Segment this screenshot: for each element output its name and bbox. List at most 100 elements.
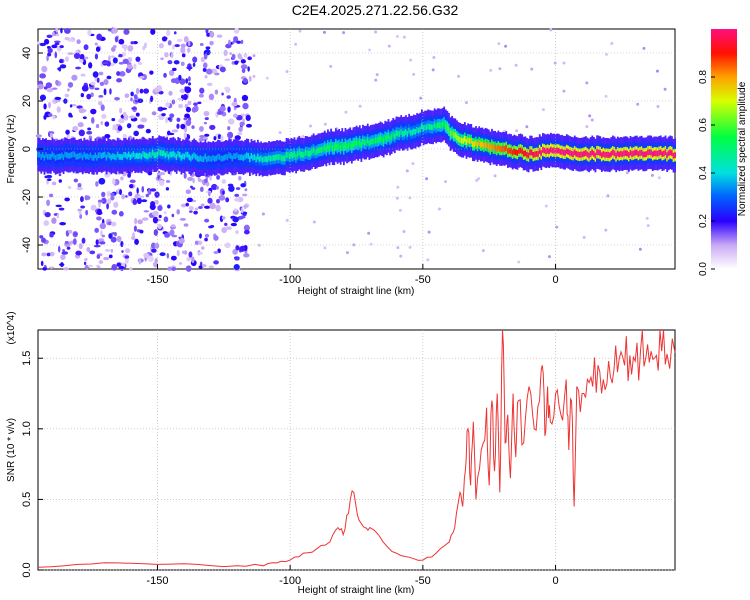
spectrogram-noise-cell [457, 74, 461, 78]
spectrogram-ridge-cell [444, 123, 447, 130]
spectrogram-noise-cell [128, 267, 133, 271]
spectrogram-ridge-cell [615, 152, 618, 159]
spectrogram-ridge-cell [647, 149, 649, 156]
spectrogram-noise-cell [142, 217, 149, 221]
spectrogram-ridge-cell [494, 144, 497, 151]
spectrogram-noise-cell [43, 220, 50, 226]
snr-series-line [37, 329, 676, 568]
spectrogram-ridge-cell [634, 149, 637, 156]
spectrogram-noise-cell [208, 191, 211, 197]
spectrogram-ridge-cell [543, 147, 546, 154]
spectrogram-ridge-cell [239, 154, 242, 161]
spectrogram-ridge-cell [247, 152, 250, 159]
spectrogram-noise-cell [170, 255, 177, 261]
spectrogram-noise-cell [187, 100, 192, 106]
spectrogram-ridge-cell [320, 146, 323, 153]
spectrogram-noise-cell [188, 205, 194, 211]
spectrogram-ridge-cell [384, 134, 387, 141]
spectrogram-ridge-cell [344, 141, 347, 148]
spectrogram-ridge-cell [207, 155, 210, 162]
spectrogram-ridge-cell [198, 156, 200, 163]
spectrogram-noise-cell [180, 123, 186, 130]
spectrogram-noise-cell [241, 207, 244, 214]
spectrogram-ridge-cell [221, 155, 224, 162]
spectrogram-noise-cell [185, 106, 191, 113]
spectrogram-noise-cell [210, 225, 215, 228]
spectrogram-noise-cell [176, 209, 180, 215]
spectrogram-noise-cell [60, 27, 63, 34]
spectrogram-noise-cell [104, 249, 111, 252]
spectrogram-ridge-cell [470, 137, 473, 144]
spectrogram-noise-cell [261, 212, 265, 216]
spectrogram-ridge-cell [256, 153, 259, 160]
spectrogram-ridge-cell [420, 123, 423, 130]
spectrogram-ridge-cell [368, 140, 371, 146]
spectrogram-noise-cell [80, 73, 86, 77]
spectrogram-ridge-cell [64, 151, 67, 158]
spectrogram-ridge-cell [452, 132, 455, 138]
spectrogram-noise-cell [64, 93, 70, 98]
spectrogram-ridge-cell [565, 148, 568, 154]
spectrogram-noise-cell [64, 197, 70, 202]
spectrogram-ridge-cell [406, 130, 409, 137]
spectrogram-noise-cell [73, 52, 81, 59]
spectrogram-ridge-cell [188, 154, 191, 161]
spectrogram-noise-cell [174, 44, 180, 48]
spectrogram-noise-cell [489, 68, 493, 72]
spectrogram-noise-cell [227, 106, 231, 113]
spectrogram-noise-cell [245, 114, 251, 121]
spectrogram-noise-cell [83, 261, 87, 266]
spectrogram-ridge-cell [72, 151, 75, 158]
spectrogram-noise-cell [547, 255, 551, 259]
spectrogram-ridge-cell [526, 151, 528, 158]
spectrogram-ridge-cell [387, 133, 390, 139]
spectrogram-ridge-cell [327, 143, 329, 150]
spectrogram-ridge-cell [645, 151, 648, 157]
spectrogram-noise-cell [233, 113, 238, 118]
spectrogram-noise-cell [45, 174, 53, 179]
spectrogram-noise-cell [116, 235, 122, 243]
spectrogram-ridge-cell [147, 153, 149, 160]
spectrogram-ridge-cell [377, 136, 380, 143]
spectrogram-ridge-cell [559, 149, 562, 155]
spectrogram-noise-cell [145, 193, 150, 198]
spectrogram-noise-cell [184, 250, 188, 255]
spectrogram-noise-cell [342, 31, 346, 35]
spectrogram-ridge-cell [542, 146, 544, 153]
spectrogram-noise-cell [118, 118, 125, 124]
spectrogram-noise-cell [252, 74, 256, 78]
spectrogram-ridge-cell [417, 127, 420, 134]
spectrogram-noise-cell [107, 221, 113, 226]
spectrogram-noise-cell [124, 195, 128, 198]
spectrogram-ridge-cell [51, 151, 54, 158]
spectrogram-noise-cell [87, 264, 94, 268]
spectrogram-noise-cell [119, 107, 123, 114]
spectrogram-noise-cell [43, 103, 47, 110]
spectrogram-ridge-cell [266, 156, 269, 163]
spectrogram-y-tick-label: -20 [21, 189, 33, 205]
snr-x-tick-label: 0 [553, 575, 559, 587]
spectrogram-noise-cell [133, 94, 138, 100]
spectrogram-noise-cell [278, 131, 282, 135]
spectrogram-noise-cell [232, 248, 238, 255]
spectrogram-noise-cell [203, 53, 208, 60]
spectrogram-noise-cell [154, 191, 160, 199]
spectrogram-noise-cell [48, 131, 55, 135]
spectrogram-noise-cell [133, 63, 137, 70]
spectrogram-noise-cell [198, 93, 204, 98]
spectrogram-noise-cell [68, 229, 73, 234]
spectrogram-noise-cell [118, 53, 123, 58]
spectrogram-ridge-cell [462, 137, 465, 144]
spectrogram-noise-cell [585, 81, 589, 85]
spectrogram-ridge-cell [362, 138, 364, 145]
spectrogram-noise-cell [179, 88, 186, 94]
spectrogram-ridge-cell [608, 152, 611, 159]
spectrogram-noise-cell [405, 169, 409, 173]
spectrogram-noise-cell [604, 228, 608, 232]
spectrogram-noise-cell [113, 201, 119, 208]
spectrogram-ridge-cell [279, 154, 282, 160]
spectrogram-noise-cell [517, 260, 521, 264]
spectrogram-panel: -150 -100 -50 0 -40 -20 0 20 40 Height of straig… [6, 27, 676, 297]
spectrogram-ridge-cell [613, 150, 616, 157]
spectrogram-noise-cell [240, 39, 244, 45]
